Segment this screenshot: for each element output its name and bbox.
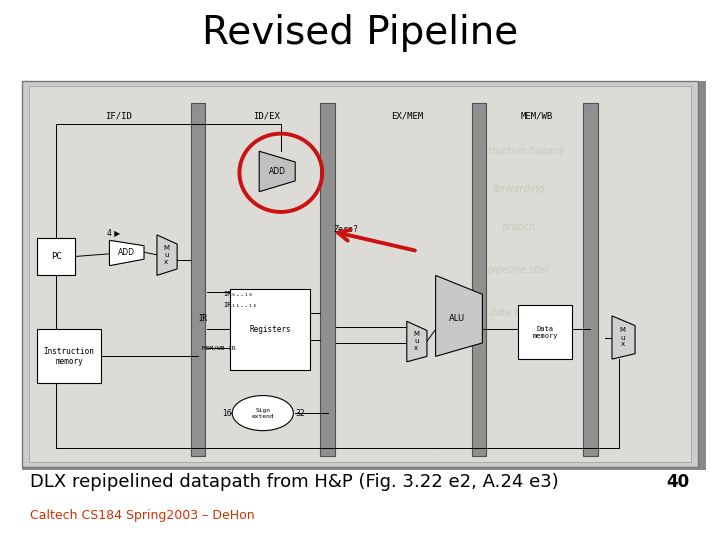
Text: Sign
extend: Sign extend — [251, 408, 274, 418]
Text: ADD: ADD — [269, 167, 286, 176]
FancyBboxPatch shape — [583, 103, 598, 456]
FancyBboxPatch shape — [518, 305, 572, 359]
Text: ALU: ALU — [449, 314, 465, 323]
Text: DLX repipelined datapath from H&P (Fig. 3.22 e2, A.24 e3): DLX repipelined datapath from H&P (Fig. … — [30, 472, 559, 491]
Text: 16: 16 — [222, 409, 232, 417]
FancyBboxPatch shape — [191, 103, 205, 456]
Text: IR₁₁..₁₆: IR₁₁..₁₆ — [223, 302, 257, 308]
Text: branch: branch — [501, 222, 536, 232]
FancyBboxPatch shape — [472, 103, 486, 456]
Text: Data
memory: Data memory — [532, 326, 558, 339]
Text: pipeline stall: pipeline stall — [487, 265, 549, 275]
Polygon shape — [407, 321, 427, 362]
Text: Caltech CS184 Spring2003 – DeHon: Caltech CS184 Spring2003 – DeHon — [30, 509, 255, 522]
Polygon shape — [612, 316, 635, 359]
Text: IR: IR — [198, 314, 207, 323]
FancyBboxPatch shape — [230, 289, 310, 370]
FancyBboxPatch shape — [320, 103, 335, 456]
Text: forwarding: forwarding — [492, 184, 545, 194]
Ellipse shape — [232, 395, 294, 431]
Text: Zero?: Zero? — [333, 225, 359, 234]
FancyBboxPatch shape — [37, 238, 75, 275]
Text: ADD: ADD — [117, 248, 135, 257]
Text: M
u
x: M u x — [163, 245, 169, 265]
Polygon shape — [259, 151, 295, 192]
Text: MEM/WB IR: MEM/WB IR — [202, 346, 235, 351]
Text: Instruction hazard: Instruction hazard — [474, 146, 563, 156]
FancyBboxPatch shape — [29, 86, 691, 462]
Text: ID/EX: ID/EX — [253, 112, 280, 120]
FancyBboxPatch shape — [37, 329, 101, 383]
FancyBboxPatch shape — [22, 81, 698, 467]
Text: Instruction
memory: Instruction memory — [44, 347, 94, 366]
Text: data hazard: data hazard — [489, 308, 548, 318]
Text: 40: 40 — [667, 472, 690, 491]
FancyBboxPatch shape — [22, 81, 706, 470]
Polygon shape — [436, 275, 482, 356]
Text: 32: 32 — [295, 409, 305, 417]
Polygon shape — [109, 240, 144, 266]
Polygon shape — [157, 235, 177, 275]
Text: PC: PC — [51, 252, 61, 261]
Text: EX/MEM: EX/MEM — [391, 112, 423, 120]
Text: M
u
x: M u x — [620, 327, 626, 348]
Text: M
u
x: M u x — [413, 331, 419, 352]
Text: IF/ID: IF/ID — [105, 112, 132, 120]
Text: Revised Pipeline: Revised Pipeline — [202, 14, 518, 51]
Text: MEM/WB: MEM/WB — [521, 112, 552, 120]
Text: 4 ▶: 4 ▶ — [107, 228, 120, 237]
Text: Registers: Registers — [249, 325, 291, 334]
Text: IR₆..₁₀: IR₆..₁₀ — [223, 291, 253, 298]
